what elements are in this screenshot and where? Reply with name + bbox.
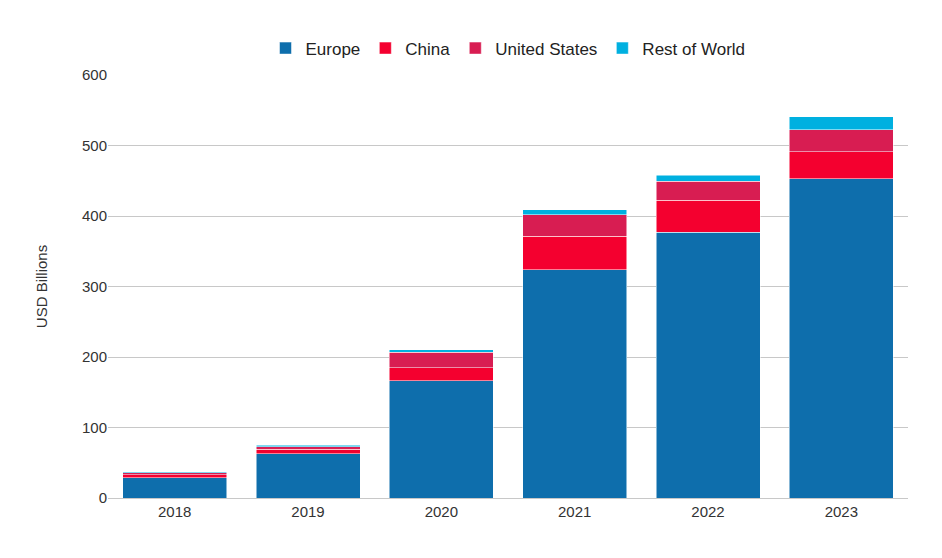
- svg-text:Europe: Europe: [306, 40, 361, 59]
- svg-text:2020: 2020: [425, 503, 458, 520]
- svg-text:Rest of World: Rest of World: [642, 40, 745, 59]
- svg-text:2021: 2021: [558, 503, 591, 520]
- svg-text:USD Billions: USD Billions: [33, 245, 50, 328]
- svg-text:United States: United States: [495, 40, 597, 59]
- svg-text:200: 200: [82, 348, 107, 365]
- svg-text:2022: 2022: [691, 503, 724, 520]
- svg-text:2018: 2018: [158, 503, 191, 520]
- svg-text:500: 500: [82, 137, 107, 154]
- svg-text:China: China: [405, 40, 450, 59]
- svg-text:100: 100: [82, 419, 107, 436]
- svg-text:0: 0: [99, 489, 107, 506]
- svg-text:400: 400: [82, 207, 107, 224]
- svg-text:300: 300: [82, 278, 107, 295]
- svg-text:2019: 2019: [291, 503, 324, 520]
- svg-text:600: 600: [82, 66, 107, 83]
- svg-text:2023: 2023: [825, 503, 858, 520]
